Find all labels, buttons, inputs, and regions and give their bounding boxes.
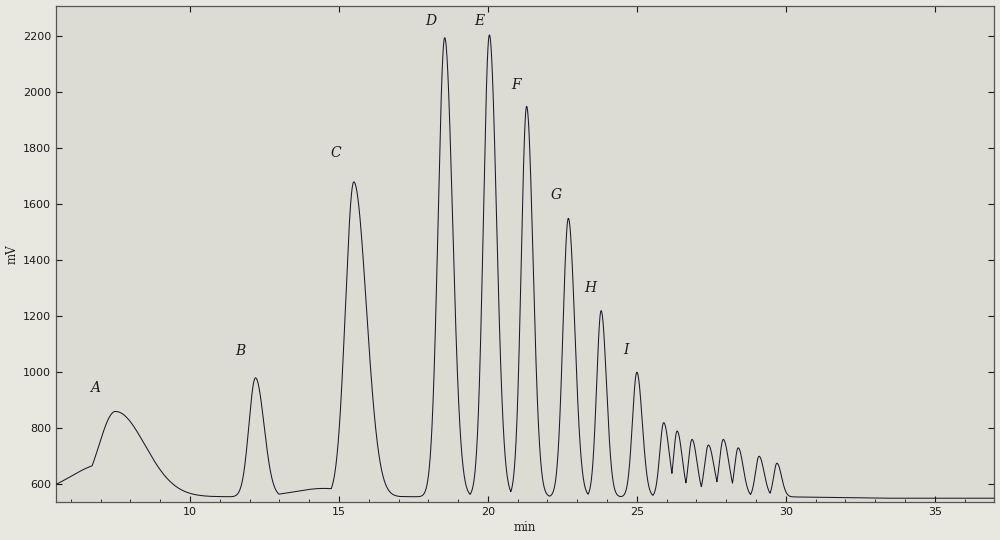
Text: I: I: [624, 343, 629, 357]
Text: D: D: [426, 14, 437, 28]
Text: G: G: [551, 187, 562, 201]
Text: C: C: [331, 145, 341, 159]
Text: A: A: [90, 381, 100, 395]
Text: B: B: [235, 345, 246, 358]
Y-axis label: mV: mV: [6, 244, 19, 264]
X-axis label: min: min: [514, 522, 536, 535]
Text: E: E: [474, 14, 484, 28]
Text: F: F: [511, 78, 521, 92]
Text: H: H: [585, 281, 597, 295]
